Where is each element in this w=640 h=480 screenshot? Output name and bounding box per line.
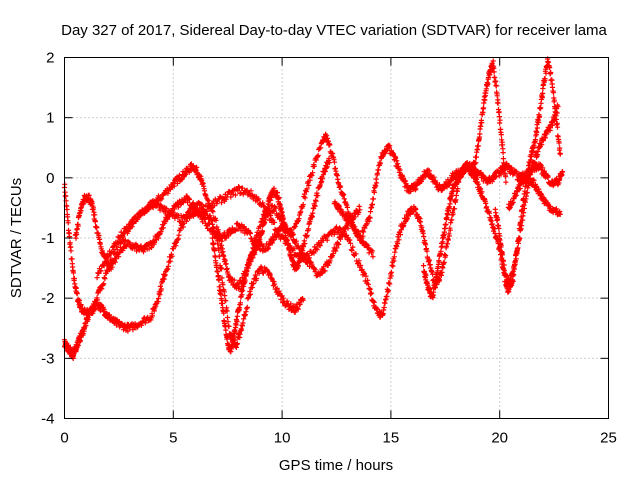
series-satellite-track-b bbox=[61, 199, 306, 361]
plus-markers bbox=[94, 184, 385, 320]
y-tick-label: -1 bbox=[41, 230, 54, 247]
plus-markers bbox=[72, 192, 363, 279]
series-satellite-track-j bbox=[505, 172, 563, 218]
x-tick-label: 20 bbox=[491, 430, 508, 447]
x-axis-label: GPS time / hours bbox=[279, 457, 393, 474]
chart-title: Day 327 of 2017, Sidereal Day-to-day VTE… bbox=[61, 22, 607, 39]
y-tick-label: -2 bbox=[41, 290, 54, 307]
plus-markers bbox=[492, 56, 563, 295]
x-tick-label: 15 bbox=[383, 430, 400, 447]
data-marks bbox=[61, 56, 566, 361]
y-tick-label: -4 bbox=[41, 411, 54, 428]
x-tick-label: 25 bbox=[600, 430, 617, 447]
x-tick-label: 5 bbox=[169, 430, 177, 447]
y-tick-label: -3 bbox=[41, 350, 54, 367]
series-satellite-track-i bbox=[492, 56, 563, 295]
y-tick-label: 1 bbox=[46, 110, 54, 127]
gridlines bbox=[64, 57, 609, 419]
series-satellite-track-e bbox=[209, 155, 333, 355]
x-tick-labels: 0 5 10 15 20 25 bbox=[60, 430, 617, 447]
series-satellite-track-g bbox=[379, 102, 561, 318]
x-tick-label: 10 bbox=[274, 430, 291, 447]
y-axis-label: SDTVAR / TECUs bbox=[8, 178, 25, 298]
plus-markers bbox=[379, 102, 561, 318]
series-satellite-track-d bbox=[94, 184, 385, 320]
axis-ticks bbox=[64, 57, 609, 419]
x-tick-label: 0 bbox=[60, 430, 68, 447]
y-tick-label: 0 bbox=[46, 170, 54, 187]
plus-markers bbox=[209, 155, 333, 355]
plus-markers bbox=[420, 58, 509, 301]
y-tick-label: 2 bbox=[46, 50, 54, 67]
plus-markers bbox=[505, 172, 563, 218]
series-satellite-track-c bbox=[72, 192, 363, 279]
y-tick-labels: -4 -3 -2 -1 0 1 2 bbox=[41, 50, 54, 428]
series-satellite-track-h bbox=[420, 58, 509, 301]
plus-markers bbox=[61, 199, 306, 361]
